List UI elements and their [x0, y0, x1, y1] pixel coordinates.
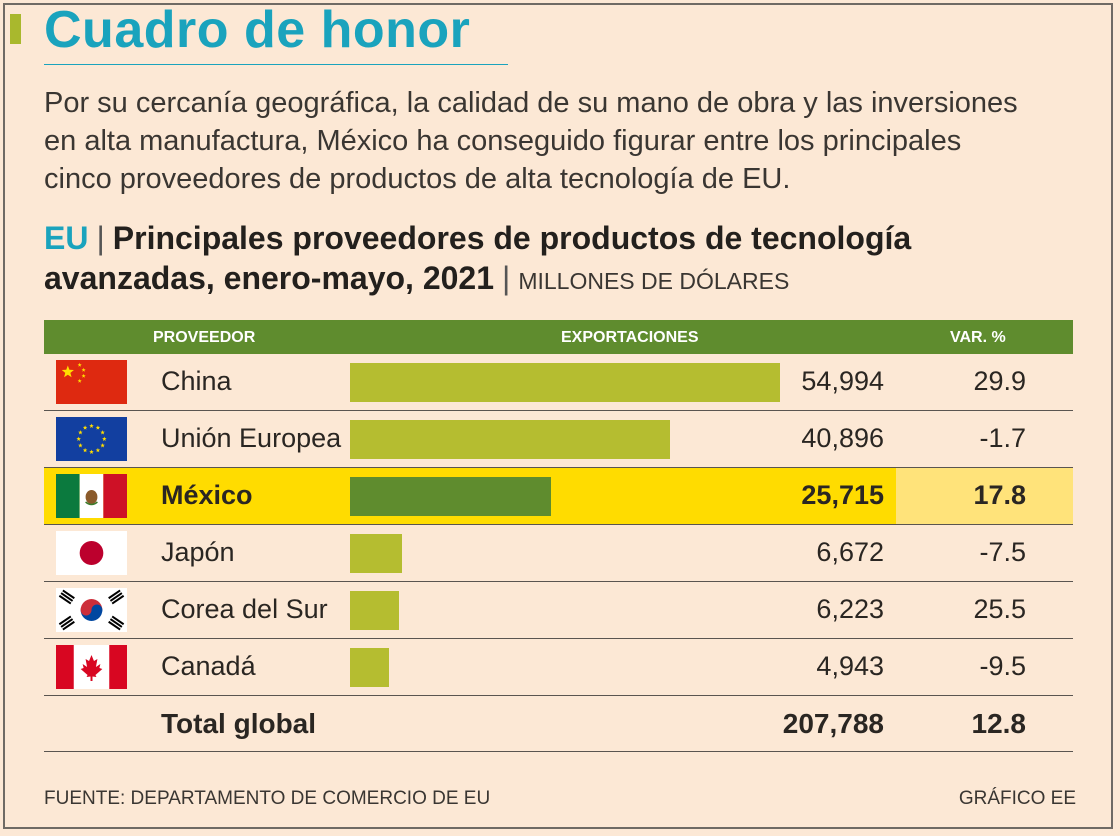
china-flag-icon — [56, 360, 127, 404]
exports-bar — [350, 648, 389, 687]
var-pct-label: -7.5 — [979, 537, 1026, 567]
chart-row: Canadá 4,943 -9.5 — [44, 639, 1073, 696]
exports-value-label: 40,896 — [801, 423, 884, 453]
canada-flag-icon — [56, 645, 127, 689]
mexico-flag-icon — [56, 474, 127, 518]
south-korea-flag-icon — [56, 588, 127, 632]
heading-units: MILLONES DE DÓLARES — [518, 268, 790, 294]
intro-line: cinco proveedores de productos de alta t… — [44, 163, 791, 195]
page-title: Cuadro de honor — [44, 1, 471, 59]
chart-rows: China 54,994 29.9 Unión Europea 40,896 -1.7 Mé… — [44, 354, 1073, 696]
total-value: 207,788 — [782, 708, 884, 739]
var-pct-label: 25.5 — [973, 594, 1026, 624]
country-label: China — [161, 366, 232, 396]
column-header-exports: EXPORTACIONES — [561, 329, 699, 346]
exports-bar — [350, 363, 780, 402]
total-var: 12.8 — [971, 708, 1027, 739]
chart-heading: EU | Principales proveedores de productos … — [44, 218, 1094, 301]
source-note: FUENTE: DEPARTAMENTO DE COMERCIO DE EU — [44, 788, 491, 809]
title-accent-mark — [10, 14, 21, 44]
exports-bar — [350, 420, 670, 459]
heading-prefix: EU — [44, 220, 89, 256]
exports-value-label: 6,223 — [816, 594, 884, 624]
exports-bar — [350, 591, 399, 630]
japan-flag-icon — [56, 531, 127, 575]
country-label: Corea del Sur — [161, 594, 328, 624]
country-label: Unión Europea — [161, 423, 342, 453]
chart-row: China 54,994 29.9 — [44, 354, 1073, 411]
exports-value-label: 6,672 — [816, 537, 884, 567]
chart-row: Corea del Sur 6,223 25.5 — [44, 582, 1073, 639]
graphic-credit: GRÁFICO EE — [958, 788, 1076, 809]
column-header-var: VAR. % — [950, 329, 1006, 346]
chart-row: Unión Europea 40,896 -1.7 — [44, 411, 1073, 468]
intro-paragraph: Por su cercanía geográfica, la calidad d… — [44, 84, 1084, 198]
heading-separator: | — [96, 220, 105, 256]
exports-value-label: 25,715 — [801, 480, 884, 510]
chart-heading-line-2: avanzadas, enero-mayo, 2021 | MILLONES DE … — [44, 258, 1094, 301]
heading-separator: | — [502, 260, 511, 296]
exports-value-label: 4,943 — [816, 651, 884, 681]
exports-bar — [350, 477, 551, 516]
chart-heading-line-1: EU | Principales proveedores de productos … — [44, 218, 1094, 258]
var-pct-label: 29.9 — [973, 366, 1026, 396]
var-pct-label: -1.7 — [979, 423, 1026, 453]
total-label: Total global — [161, 708, 317, 739]
country-label: Japón — [161, 537, 235, 567]
var-pct-label: -9.5 — [979, 651, 1026, 681]
chart-row: México 25,715 17.8 — [44, 468, 1073, 525]
chart-row: Japón 6,672 -7.5 — [44, 525, 1073, 582]
exports-bar — [350, 534, 402, 573]
intro-line: en alta manufactura, México ha conseguid… — [44, 125, 962, 157]
eu-flag-icon — [56, 417, 127, 461]
country-label: México — [161, 480, 253, 510]
var-pct-label: 17.8 — [973, 480, 1026, 510]
title-underline — [44, 64, 508, 65]
exports-value-label: 54,994 — [801, 366, 884, 396]
graphic-frame — [3, 3, 1113, 829]
column-header-provider: PROVEEDOR — [153, 329, 256, 346]
total-row: Total global 207,788 12.8 — [44, 696, 1073, 752]
intro-line: Por su cercanía geográfica, la calidad d… — [44, 87, 1018, 119]
heading-title-line-1: Principales proveedores de productos de … — [112, 220, 912, 256]
var-highlight-cell — [896, 468, 1073, 524]
table-header: PROVEEDOR EXPORTACIONES VAR. % — [44, 320, 1073, 354]
heading-title-line-2: avanzadas, enero-mayo, 2021 — [44, 260, 495, 296]
country-label: Canadá — [161, 651, 256, 681]
